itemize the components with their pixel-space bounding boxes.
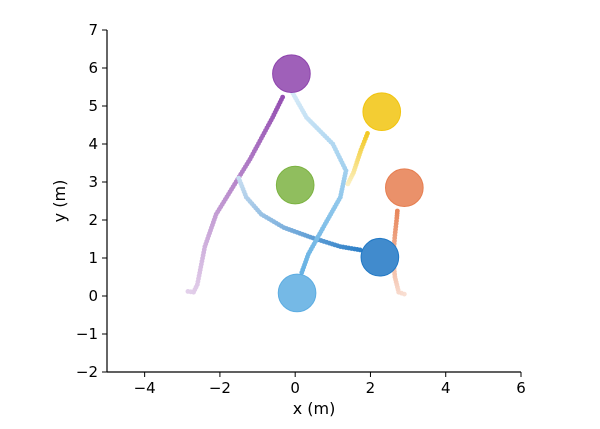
y-tick-label: −1 <box>76 325 98 343</box>
x-tick-label: 4 <box>441 379 451 397</box>
y-tick-label: 5 <box>88 97 98 115</box>
trail-dot-4 <box>357 247 363 253</box>
y-tick-label: 3 <box>88 173 98 191</box>
agent-4-marker <box>360 237 400 277</box>
trail-dot-1 <box>280 94 286 100</box>
y-tick-label: 0 <box>88 287 98 305</box>
agent-3-marker <box>385 168 424 208</box>
x-tick-label: 0 <box>290 379 300 397</box>
y-tick-label: 7 <box>88 21 98 39</box>
x-axis-label: x (m) <box>293 399 336 418</box>
agent-1-marker <box>272 54 311 94</box>
trails-layer <box>185 88 407 297</box>
x-tick-label: 2 <box>366 379 376 397</box>
y-tick-label: 2 <box>88 211 98 229</box>
y-tick-label: 1 <box>88 249 98 267</box>
x-tick-label: −2 <box>209 379 231 397</box>
trail-dot-2 <box>365 131 370 136</box>
agents-layer <box>272 54 424 313</box>
y-tick-label: −2 <box>76 363 98 381</box>
agent-6-marker <box>275 165 315 205</box>
y-tick-label: 4 <box>88 135 98 153</box>
x-tick-label: 6 <box>516 379 526 397</box>
trail-dot-5 <box>299 270 305 275</box>
y-tick-label: 6 <box>88 59 98 77</box>
trail-dot-3 <box>394 208 400 214</box>
agent-5-marker <box>277 273 317 313</box>
agent-2-marker <box>362 92 402 132</box>
x-tick-label: −4 <box>134 379 156 397</box>
axes: −4 −2 0 2 4 6 −2 −1 0 1 2 3 4 5 6 7 <box>76 21 526 397</box>
y-axis-label: y (m) <box>50 180 69 223</box>
